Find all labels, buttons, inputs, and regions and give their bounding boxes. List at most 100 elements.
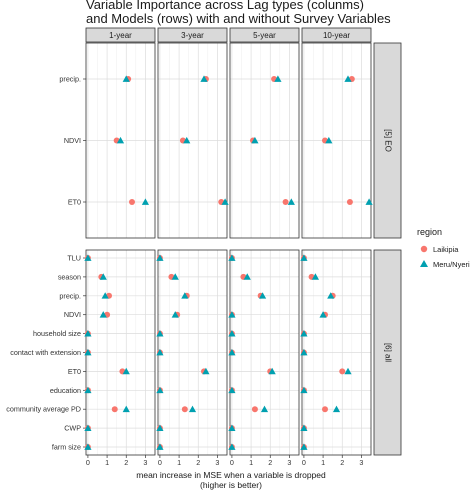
x-tick-label-5-year-1: 1 bbox=[249, 458, 253, 467]
point-meru-nyeri-household-size-3-year bbox=[156, 330, 164, 337]
point-meru-nyeri-et0-1-year bbox=[122, 367, 130, 375]
column-strip-label-10-year: 10-year bbox=[323, 31, 350, 40]
x-tick-label-1-year-0: 0 bbox=[86, 458, 90, 467]
point-meru-nyeri-ndvi-5-year bbox=[251, 136, 259, 144]
y-tick-label-season: season bbox=[58, 272, 81, 281]
x-axis-title-line-1: mean increase in MSE when a variable is … bbox=[136, 470, 326, 480]
y-tick-label-household-size: household size bbox=[33, 329, 81, 338]
column-strip-1-year bbox=[85, 27, 156, 43]
x-tick-label-1-year-2: 2 bbox=[124, 458, 128, 467]
point-meru-nyeri-education-5-year bbox=[228, 386, 236, 394]
y-tick-label-precip: precip. bbox=[59, 291, 81, 300]
column-strip-10-year bbox=[301, 27, 372, 43]
point-meru-nyeri-precip-3-year bbox=[200, 75, 208, 82]
point-meru-nyeri-education-1-year bbox=[84, 386, 92, 394]
point-meru-nyeri-contact-with-extension-3-year bbox=[156, 348, 164, 356]
point-laikipia-et0-10-year bbox=[339, 368, 346, 375]
point-meru-nyeri-contact-with-extension-5-year bbox=[228, 348, 236, 356]
x-tick-label-10-year-0: 0 bbox=[302, 458, 306, 467]
point-meru-nyeri-tlu-3-year bbox=[156, 254, 164, 261]
point-meru-nyeri-contact-with-extension-10-year bbox=[300, 348, 308, 356]
point-meru-nyeri-precip-10-year bbox=[344, 75, 352, 82]
chart-title-line-2: and Models (rows) with and without Surve… bbox=[86, 11, 391, 26]
point-laikipia-et0-1-year bbox=[129, 199, 135, 205]
legend-key-meru-nyeri bbox=[420, 260, 428, 267]
point-meru-nyeri-ndvi-5-year bbox=[228, 311, 236, 318]
point-meru-nyeri-farm-size-3-year bbox=[156, 443, 164, 450]
point-meru-nyeri-cwp-3-year bbox=[156, 424, 164, 431]
point-meru-nyeri-et0-5-year bbox=[287, 198, 295, 205]
point-meru-nyeri-ndvi-10-year bbox=[319, 311, 327, 318]
x-tick-label-3-year-3: 3 bbox=[215, 458, 219, 467]
point-meru-nyeri-community-average-pd-5-year bbox=[260, 405, 269, 413]
point-meru-nyeri-season-3-year bbox=[171, 273, 179, 280]
point-meru-nyeri-education-10-year bbox=[300, 386, 308, 394]
point-meru-nyeri-precip-10-year bbox=[327, 292, 335, 299]
point-meru-nyeri-community-average-pd-10-year bbox=[332, 405, 341, 413]
row-strip-label-5-eo: [5] EO bbox=[383, 129, 392, 152]
column-strip-label-5-year: 5-year bbox=[253, 31, 276, 40]
x-tick-label-10-year-2: 2 bbox=[340, 458, 344, 467]
x-tick-label-3-year-1: 1 bbox=[177, 458, 181, 467]
point-laikipia-et0-10-year bbox=[346, 199, 353, 205]
y-tick-label-cwp: CWP bbox=[64, 424, 81, 433]
point-meru-nyeri-farm-size-1-year bbox=[84, 443, 92, 450]
y-tick-label-farm-size: farm size bbox=[52, 443, 81, 452]
row-strip-6-all bbox=[373, 249, 402, 456]
legend: region Laikipia Meru/Nyeri bbox=[417, 227, 470, 269]
y-tick-label-ndvi: NDVI bbox=[64, 310, 81, 319]
point-meru-nyeri-farm-size-5-year bbox=[228, 443, 236, 450]
x-tick-label-5-year-0: 0 bbox=[230, 458, 234, 467]
point-meru-nyeri-cwp-1-year bbox=[84, 424, 92, 431]
y-tick-label-precip: precip. bbox=[59, 75, 81, 84]
point-meru-nyeri-tlu-5-year bbox=[228, 254, 236, 261]
point-meru-nyeri-ndvi-10-year bbox=[325, 136, 333, 144]
point-meru-nyeri-precip-3-year bbox=[181, 292, 189, 299]
x-tick-label-3-year-2: 2 bbox=[196, 458, 200, 467]
row-strip-label-6-all: [6] all bbox=[383, 343, 392, 362]
point-meru-nyeri-ndvi-1-year bbox=[99, 311, 107, 318]
point-meru-nyeri-precip-1-year bbox=[122, 75, 130, 82]
plot-area: 1-year 3-year 5-year 10-year [5] EO precip. ND… bbox=[6, 27, 402, 467]
chart-title-line-1: Variable Importance across Lag types (co… bbox=[86, 0, 364, 12]
y-tick-label-community-average-pd: community average PD bbox=[6, 405, 81, 414]
y-tick-label-contact-with-extension: contact with extension bbox=[10, 348, 81, 357]
column-strip-label-1-year: 1-year bbox=[109, 31, 132, 40]
x-tick-label-1-year-3: 3 bbox=[143, 458, 147, 467]
point-meru-nyeri-cwp-5-year bbox=[228, 424, 236, 431]
point-meru-nyeri-community-average-pd-1-year bbox=[122, 405, 130, 413]
legend-title: region bbox=[417, 227, 442, 237]
point-laikipia-community-average-pd-10-year bbox=[322, 406, 328, 413]
point-meru-nyeri-et0-3-year bbox=[221, 198, 229, 205]
point-meru-nyeri-season-5-year bbox=[243, 273, 251, 280]
y-tick-label-et0: ET0 bbox=[68, 198, 81, 207]
x-tick-label-5-year-3: 3 bbox=[287, 458, 291, 467]
point-meru-nyeri-et0-5-year bbox=[268, 367, 276, 375]
point-meru-nyeri-ndvi-3-year bbox=[183, 136, 191, 144]
point-meru-nyeri-contact-with-extension-1-year bbox=[84, 348, 92, 356]
legend-label-laikipia: Laikipia bbox=[433, 245, 459, 254]
column-strip-label-3-year: 3-year bbox=[181, 31, 204, 40]
point-meru-nyeri-household-size-10-year bbox=[300, 330, 308, 337]
point-meru-nyeri-precip-1-year bbox=[101, 292, 109, 299]
point-meru-nyeri-household-size-1-year bbox=[84, 330, 92, 337]
point-meru-nyeri-ndvi-1-year bbox=[116, 136, 125, 144]
x-tick-label-1-year-1: 1 bbox=[105, 458, 109, 467]
y-tick-label-ndvi: NDVI bbox=[64, 136, 81, 145]
point-laikipia-et0-5-year bbox=[282, 199, 289, 205]
point-meru-nyeri-et0-10-year bbox=[344, 367, 352, 375]
y-tick-label-tlu: TLU bbox=[67, 254, 81, 263]
panel-border-0-3-year bbox=[157, 42, 228, 239]
x-tick-label-10-year-3: 3 bbox=[359, 458, 363, 467]
point-meru-nyeri-community-average-pd-3-year bbox=[188, 405, 197, 413]
panel-border-0-5-year bbox=[229, 42, 300, 239]
point-meru-nyeri-precip-5-year bbox=[258, 292, 267, 299]
panel-border-0-10-year bbox=[301, 42, 372, 239]
point-meru-nyeri-tlu-1-year bbox=[84, 254, 92, 261]
x-tick-label-10-year-1: 1 bbox=[321, 458, 325, 467]
panel-border-0-1-year bbox=[85, 42, 156, 239]
x-tick-label-3-year-0: 0 bbox=[158, 458, 162, 467]
x-tick-label-5-year-2: 2 bbox=[268, 458, 272, 467]
point-meru-nyeri-tlu-10-year bbox=[300, 254, 308, 261]
